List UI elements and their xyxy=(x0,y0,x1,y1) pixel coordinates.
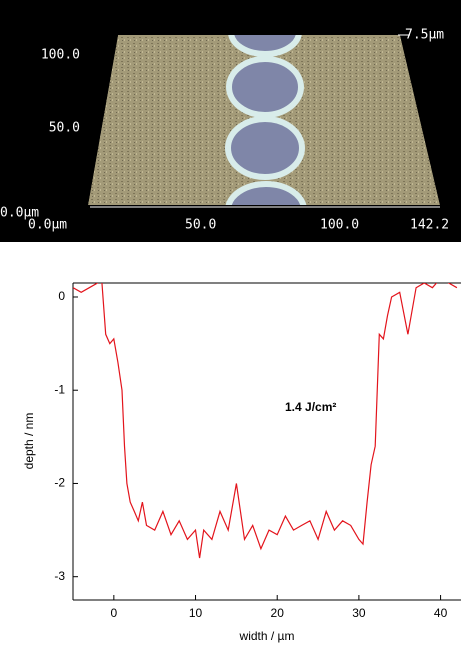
image-x-label: 0.0μm xyxy=(28,218,67,233)
y-tick-label: -2 xyxy=(54,476,65,490)
surface xyxy=(88,35,440,205)
data-line xyxy=(73,283,458,559)
x-tick-label: 10 xyxy=(189,606,203,620)
image-y-label: 50.0 xyxy=(49,121,80,136)
z-label: 7.5μm xyxy=(405,28,444,43)
x-tick-label: 20 xyxy=(271,606,285,620)
image-y-label: 0.0μm xyxy=(0,206,39,221)
x-tick-label: 0 xyxy=(110,606,117,620)
y-tick-label: -1 xyxy=(54,382,65,396)
line-chart: width / µm depth / nm 1.4 J/cm² 0 10 20 30 4… xyxy=(22,282,461,643)
x-axis-title: width / µm xyxy=(239,629,295,643)
image-x-label: 100.0 xyxy=(320,218,359,233)
annotation: 1.4 J/cm² xyxy=(285,400,336,414)
x-tick-label: 30 xyxy=(352,606,366,620)
y-axis-title: depth / nm xyxy=(22,413,36,470)
y-tick-label: 0 xyxy=(58,289,65,303)
image-x-label: 50.0 xyxy=(185,218,216,233)
micrograph: 7.5μm 100.0 50.0 0.0μm 0.0μm 50.0 100.0 … xyxy=(0,0,461,242)
y-tick-label: -3 xyxy=(54,569,65,583)
image-y-label: 100.0 xyxy=(41,48,80,63)
image-x-label: 142.2 xyxy=(410,218,449,233)
x-tick-label: 40 xyxy=(434,606,448,620)
